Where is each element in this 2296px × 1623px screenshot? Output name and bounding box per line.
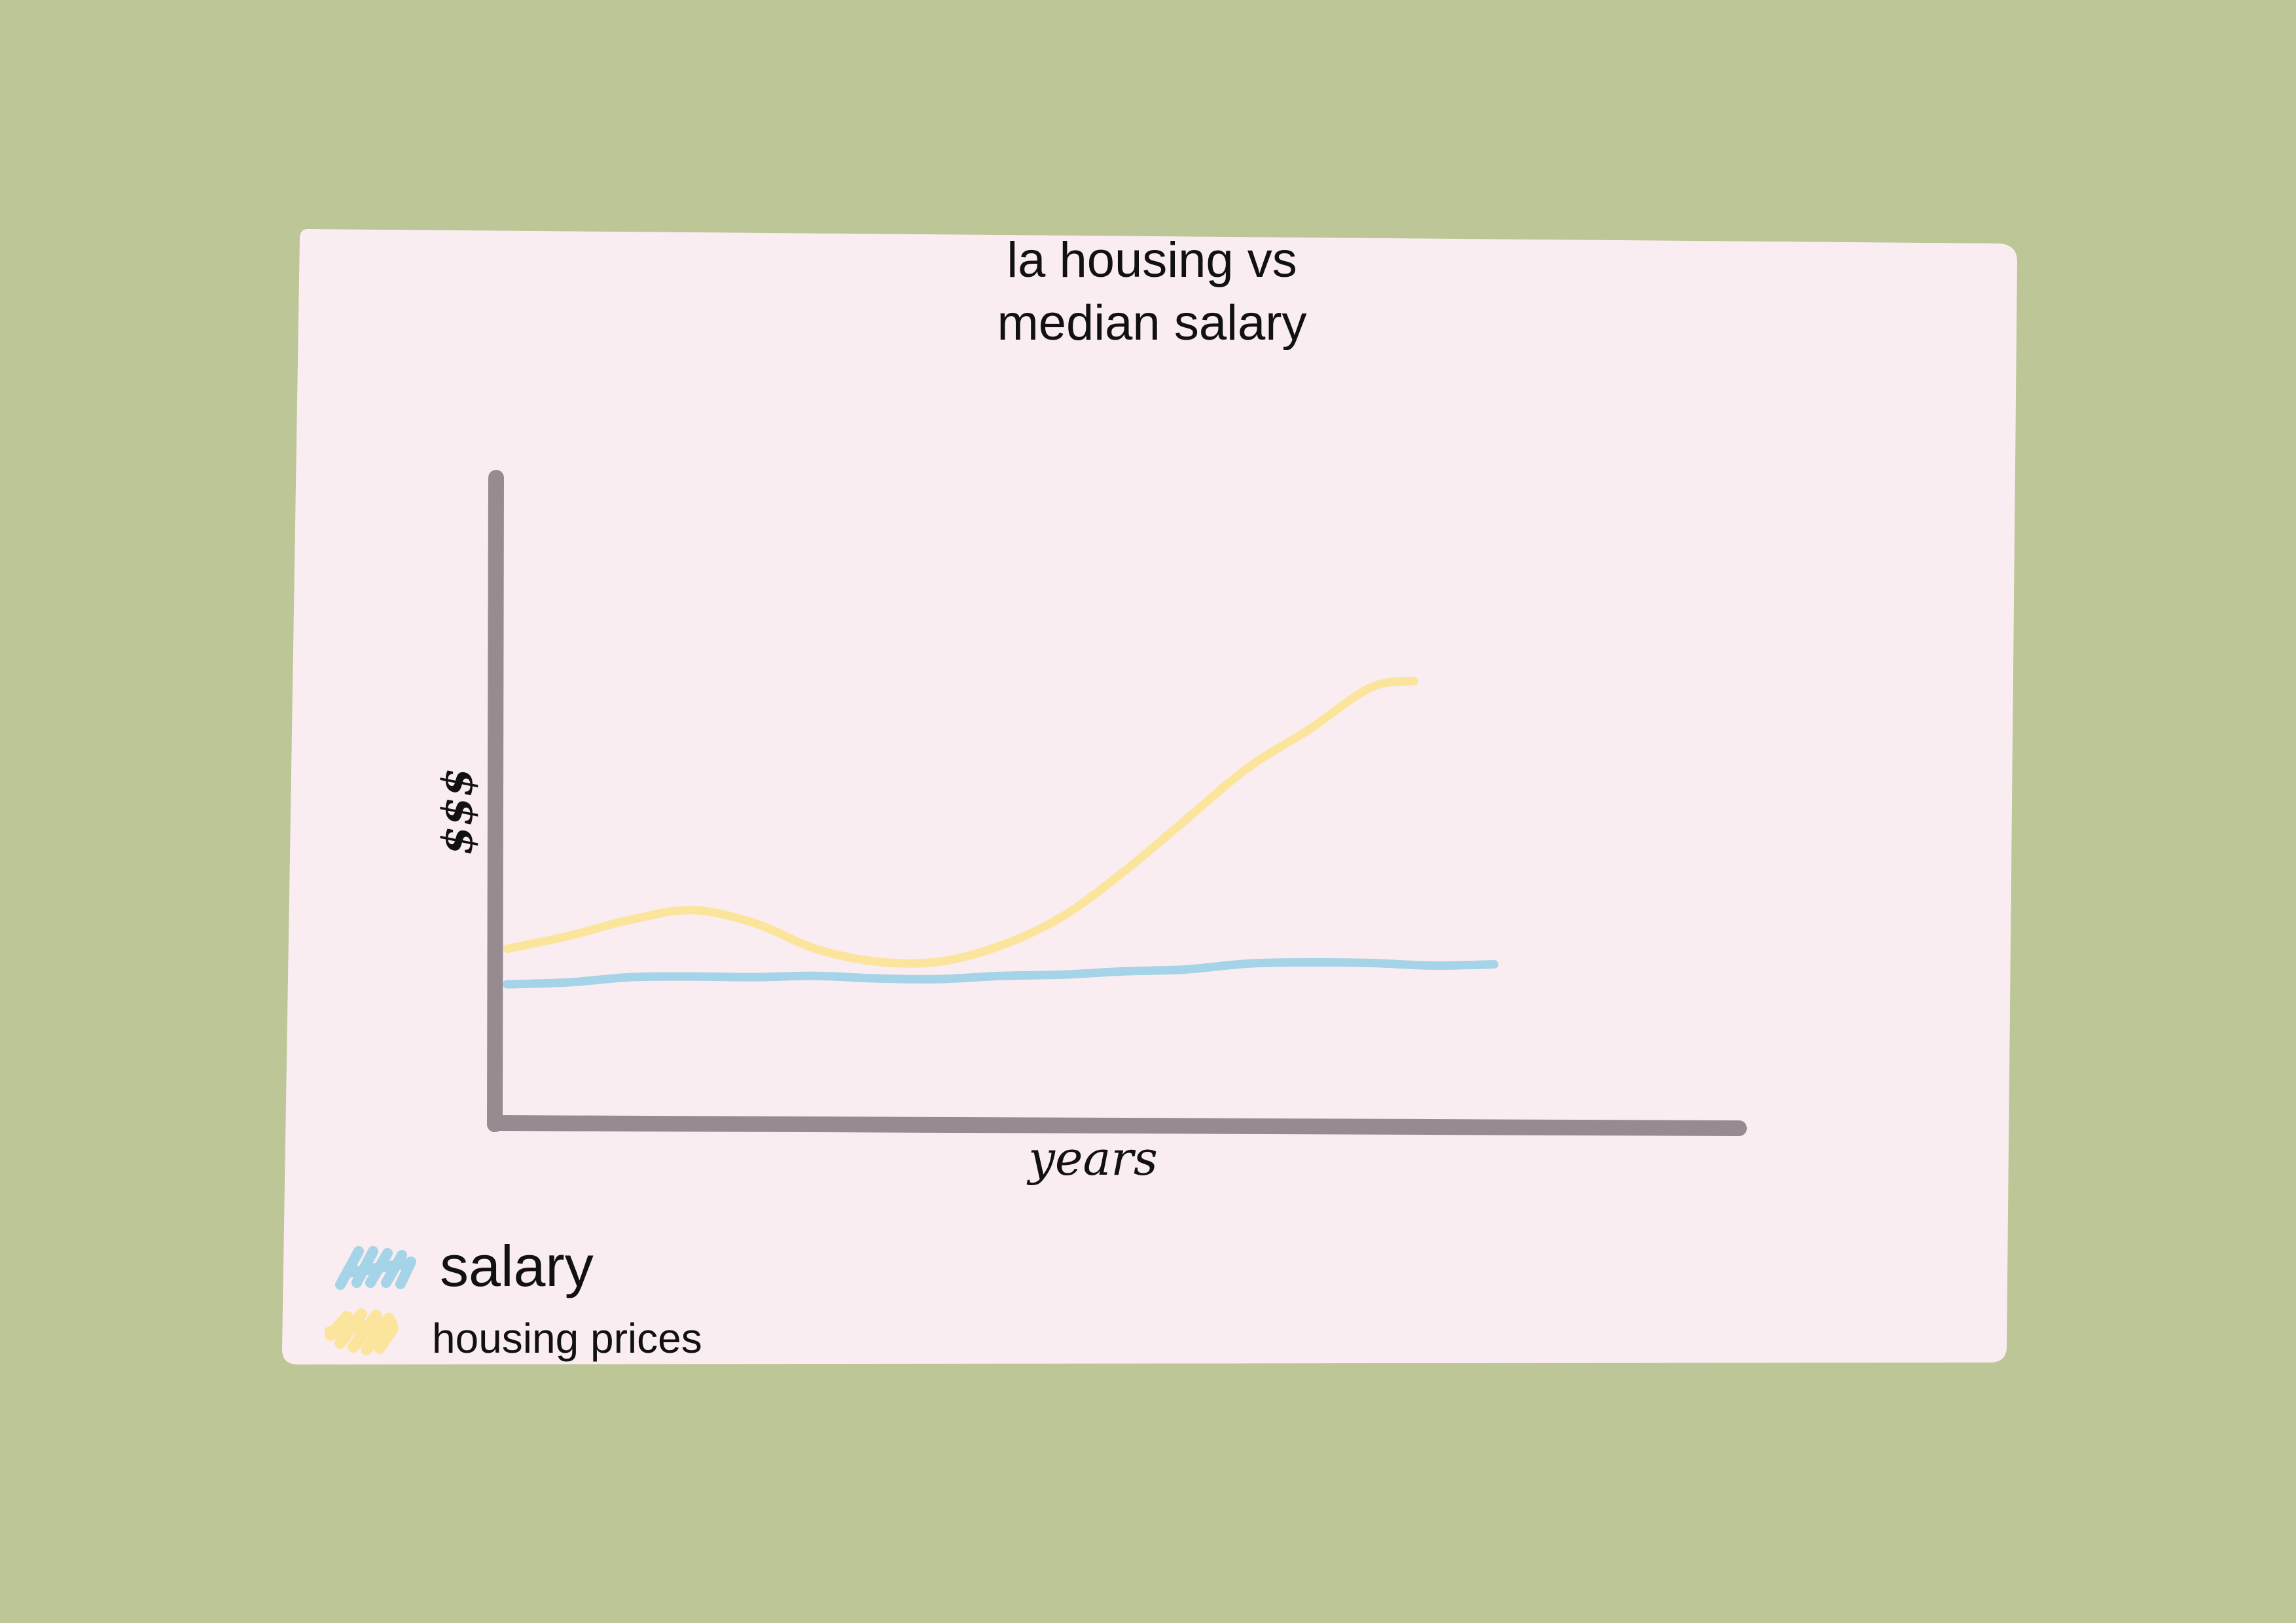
series-layer <box>503 677 1499 989</box>
legend-swatch-housing <box>325 1308 399 1355</box>
y-axis <box>487 470 504 1132</box>
x-axis-label: years <box>1028 1131 1158 1186</box>
card-background <box>281 229 2018 1364</box>
y-axis-label: $$$ <box>433 768 482 855</box>
series-line-housing-prices <box>503 677 1418 968</box>
chart-title-line-2: median salary <box>997 295 1307 351</box>
chart-title-line-1: la housing vs <box>1007 232 1297 288</box>
legend-label-salary: salary <box>440 1234 594 1298</box>
legend-label-housing-prices: housing prices <box>432 1315 702 1362</box>
series-line-salary <box>503 957 1499 989</box>
x-axis <box>487 1115 1747 1136</box>
chart-title: la housing vs median salary <box>825 229 1479 355</box>
legend-swatch-salary <box>335 1246 416 1290</box>
